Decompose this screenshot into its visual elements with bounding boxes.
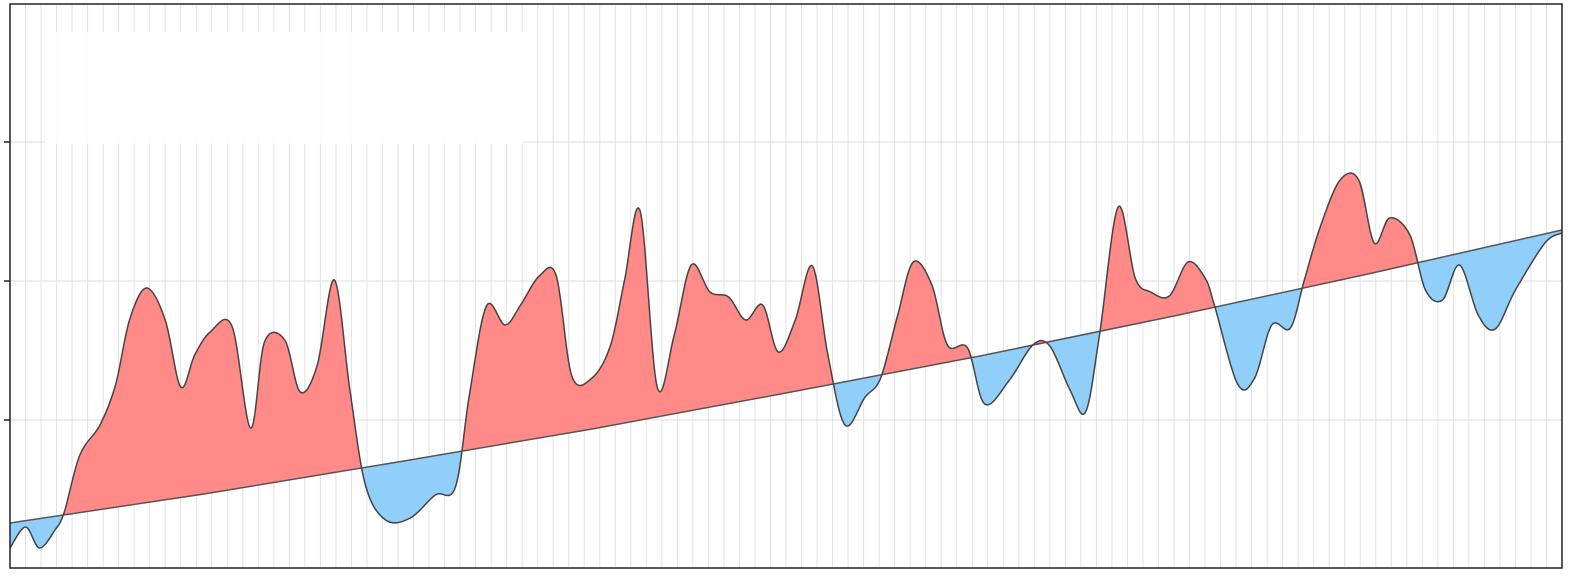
trend-line [9, 229, 1563, 524]
legend-box [45, 32, 523, 144]
area-above [10, 173, 1562, 523]
plot-border [9, 3, 1563, 569]
data-line [9, 172, 1563, 549]
plot [9, 172, 1563, 549]
